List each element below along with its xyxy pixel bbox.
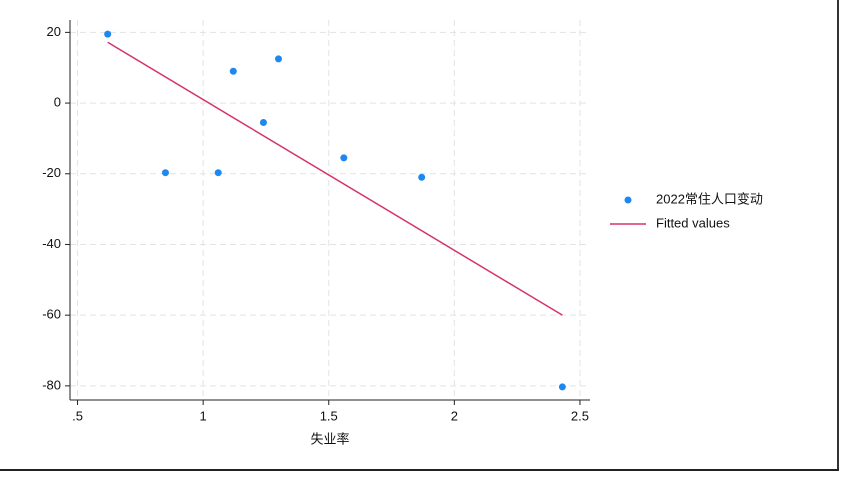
scatter-point	[275, 55, 283, 63]
legend-label: 2022常住人口变动	[656, 191, 763, 206]
x-tick-label: 2	[451, 408, 458, 423]
scatter-point	[340, 154, 348, 162]
x-tick-label: 1	[200, 408, 207, 423]
legend-swatch	[624, 196, 632, 204]
y-tick-label: -60	[42, 307, 61, 322]
x-tick-label: .5	[72, 408, 83, 423]
scatter-point	[104, 30, 112, 38]
y-tick-label: -40	[42, 236, 61, 251]
x-tick-label: 2.5	[571, 408, 589, 423]
y-tick-label: -20	[42, 165, 61, 180]
scatter-point	[161, 169, 169, 177]
y-tick-label: 20	[47, 24, 61, 39]
scatter-point	[229, 67, 237, 75]
scatter-point	[418, 173, 426, 181]
scatter-point	[214, 169, 222, 177]
scatter-point	[259, 119, 267, 127]
x-tick-label: 1.5	[320, 408, 338, 423]
scatter-point	[558, 383, 566, 391]
x-axis-label: 失业率	[310, 431, 349, 446]
y-tick-label: -80	[42, 377, 61, 392]
legend-label: Fitted values	[656, 215, 730, 230]
y-tick-label: 0	[54, 95, 61, 110]
fitted-line	[107, 41, 563, 316]
